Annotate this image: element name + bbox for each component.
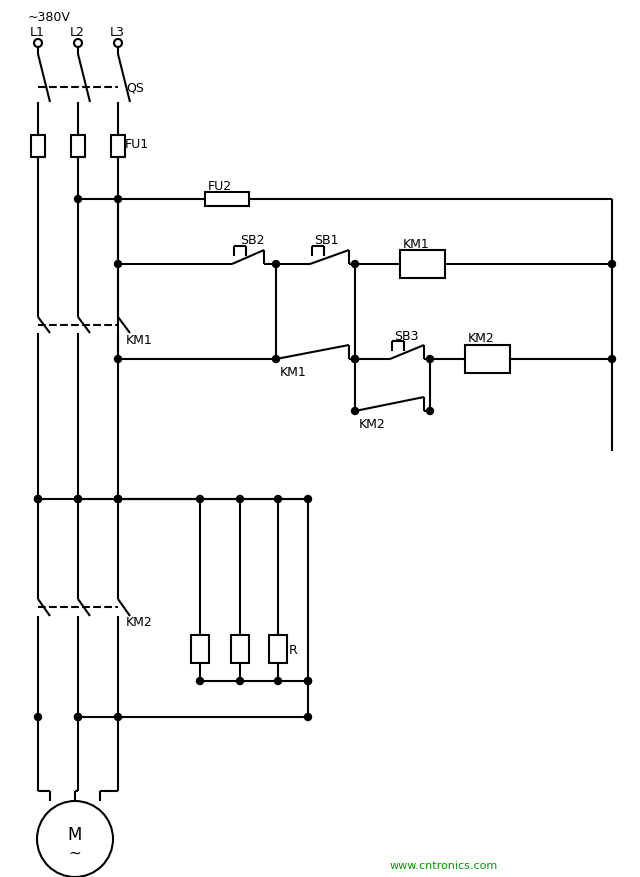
Text: KM2: KM2	[359, 418, 386, 431]
Text: L3: L3	[110, 25, 125, 39]
Circle shape	[273, 261, 280, 268]
Bar	[71, 136, 85, 158]
Text: SB3: SB3	[394, 329, 419, 342]
Circle shape	[74, 496, 81, 503]
Text: KM2: KM2	[126, 616, 153, 629]
Bar	[465, 346, 510, 374]
Circle shape	[273, 356, 280, 363]
Circle shape	[74, 714, 81, 721]
Circle shape	[426, 408, 433, 415]
Circle shape	[196, 678, 204, 685]
Circle shape	[275, 678, 282, 685]
Circle shape	[305, 714, 312, 721]
Circle shape	[35, 496, 42, 503]
Circle shape	[609, 356, 616, 363]
Text: KM1: KM1	[280, 366, 307, 379]
Bar	[269, 635, 287, 663]
Circle shape	[351, 356, 358, 363]
Circle shape	[351, 261, 358, 268]
Circle shape	[115, 714, 122, 721]
Circle shape	[351, 408, 358, 415]
Circle shape	[74, 196, 81, 203]
Text: QS: QS	[126, 82, 144, 95]
Circle shape	[237, 496, 243, 503]
Text: FU1: FU1	[125, 138, 149, 150]
Circle shape	[115, 496, 122, 503]
Circle shape	[74, 496, 81, 503]
Bar	[191, 635, 209, 663]
Text: KM1: KM1	[403, 238, 429, 250]
Circle shape	[609, 261, 616, 268]
Text: ~: ~	[68, 845, 81, 859]
Circle shape	[35, 714, 42, 721]
Bar	[111, 136, 125, 158]
Text: www.cntronics.com: www.cntronics.com	[390, 860, 499, 870]
Text: R: R	[289, 643, 298, 656]
Bar	[231, 635, 249, 663]
Bar	[205, 193, 249, 207]
Circle shape	[115, 496, 122, 503]
Circle shape	[237, 678, 243, 685]
Text: L1: L1	[30, 25, 45, 39]
Bar	[400, 251, 445, 279]
Circle shape	[115, 356, 122, 363]
Circle shape	[351, 356, 358, 363]
Circle shape	[115, 496, 122, 503]
Circle shape	[74, 714, 81, 721]
Text: ~380V: ~380V	[28, 11, 71, 24]
Circle shape	[305, 496, 312, 503]
Circle shape	[35, 496, 42, 503]
Text: L2: L2	[70, 25, 85, 39]
Text: SB2: SB2	[240, 234, 264, 247]
Circle shape	[426, 356, 433, 363]
Text: M: M	[68, 825, 82, 843]
Circle shape	[115, 196, 122, 203]
Circle shape	[115, 261, 122, 268]
Text: KM1: KM1	[126, 333, 153, 346]
Text: SB1: SB1	[314, 234, 339, 247]
Circle shape	[275, 496, 282, 503]
Text: KM2: KM2	[468, 332, 495, 346]
Circle shape	[305, 678, 312, 685]
Circle shape	[305, 678, 312, 685]
Circle shape	[196, 496, 204, 503]
Bar	[31, 136, 45, 158]
Text: FU2: FU2	[208, 179, 232, 192]
